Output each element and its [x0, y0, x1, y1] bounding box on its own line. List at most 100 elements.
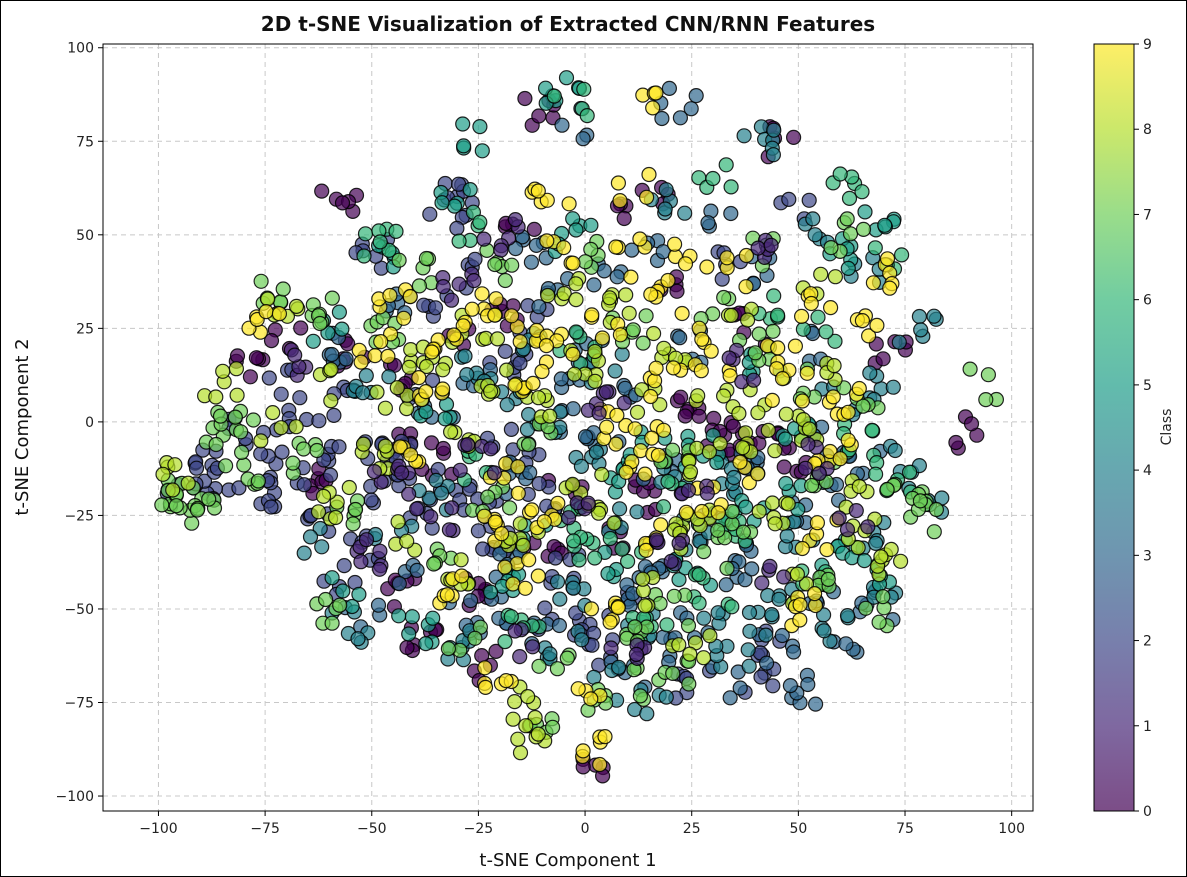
scatter-point — [312, 520, 328, 537]
x-tick-label: 100 — [998, 821, 1025, 837]
scatter-point — [497, 633, 513, 650]
scatter-point — [827, 269, 844, 285]
scatter-point — [785, 644, 802, 660]
scatter-point — [462, 182, 478, 198]
y-tick-label: 0 — [85, 415, 94, 431]
scatter-point — [552, 591, 568, 607]
scatter-point — [574, 632, 590, 648]
scatter-point — [328, 509, 344, 526]
scatter-point — [765, 147, 782, 163]
scatter-point — [402, 289, 418, 305]
scatter-point — [632, 688, 649, 704]
scatter-point — [558, 70, 575, 86]
scatter-point — [926, 524, 942, 540]
scatter-point — [840, 260, 856, 276]
scatter-point — [643, 286, 659, 302]
scatter-point — [715, 388, 732, 404]
scatter-point — [610, 175, 627, 191]
scatter-point — [409, 562, 425, 579]
scatter-point — [842, 226, 859, 242]
scatter-point — [862, 365, 878, 381]
scatter-point — [691, 566, 707, 583]
scatter-point — [518, 718, 534, 734]
scatter-point — [583, 217, 599, 233]
scatter-point — [531, 658, 547, 674]
scatter-point — [596, 263, 612, 279]
scatter-point — [390, 514, 406, 530]
scatter-point — [457, 348, 473, 364]
scatter-point — [577, 429, 594, 445]
scatter-point — [318, 591, 334, 608]
scatter-point — [734, 440, 751, 456]
scatter-point — [745, 372, 762, 388]
scatter-point — [293, 320, 309, 336]
scatter-point — [539, 233, 555, 249]
scatter-point — [512, 334, 528, 350]
scatter-point — [839, 522, 856, 538]
scatter-point — [887, 442, 903, 459]
scatter-point — [437, 411, 453, 427]
scatter-point — [612, 327, 629, 343]
scatter-point — [372, 561, 388, 577]
scatter-point — [372, 234, 388, 250]
scatter-point — [464, 301, 480, 317]
scatter-point — [926, 308, 942, 324]
scatter-point — [443, 424, 459, 440]
scatter-point — [665, 360, 682, 376]
scatter-point — [723, 179, 739, 195]
scatter-point — [672, 110, 689, 126]
scatter-point — [227, 409, 243, 425]
scatter-point — [659, 617, 675, 633]
x-tick-label: −25 — [464, 821, 494, 837]
scatter-point — [236, 457, 252, 473]
scatter-point — [530, 183, 546, 199]
scatter-point — [693, 363, 709, 379]
scatter-point — [441, 522, 457, 538]
scatter-point — [875, 351, 891, 367]
scatter-point — [677, 256, 694, 272]
scatter-point — [623, 269, 639, 285]
scatter-point — [155, 466, 171, 482]
scatter-point — [331, 304, 347, 320]
scatter-point — [838, 636, 854, 652]
scatter-point — [807, 696, 824, 712]
scatter-point — [827, 333, 843, 349]
scatter-point — [263, 499, 279, 515]
scatter-point — [409, 501, 425, 517]
scatter-point — [601, 290, 618, 306]
scatter-point — [606, 515, 622, 531]
scatter-point — [418, 635, 434, 652]
scatter-point — [770, 340, 786, 356]
scatter-point — [154, 497, 170, 513]
scatter-point — [726, 469, 742, 486]
scatter-point — [879, 251, 896, 267]
scatter-point — [488, 291, 504, 307]
scatter-point — [625, 322, 641, 338]
scatter-point — [324, 290, 340, 306]
scatter-point — [351, 586, 367, 603]
scatter-point — [369, 384, 385, 400]
scatter-point — [677, 408, 693, 424]
scatter-point — [614, 346, 630, 362]
scatter-point — [451, 276, 467, 292]
scatter-point — [510, 485, 526, 501]
x-axis-label: t-SNE Component 1 — [479, 850, 656, 871]
scatter-point — [865, 275, 882, 291]
scatter-point — [586, 277, 602, 293]
scatter-point — [646, 373, 663, 389]
scatter-point — [598, 384, 615, 400]
scatter-point — [681, 676, 697, 692]
scatter-point — [538, 338, 555, 354]
scatter-point — [324, 570, 340, 586]
scatter-point — [744, 561, 760, 577]
scatter-point — [323, 361, 339, 378]
scatter-point — [499, 397, 515, 413]
scatter-point — [638, 542, 654, 559]
scatter-point — [731, 405, 747, 422]
scatter-point — [724, 599, 740, 615]
scatter-point — [629, 504, 645, 520]
scatter-point — [504, 308, 520, 324]
y-tick-label: 75 — [76, 134, 94, 150]
scatter-point — [822, 300, 839, 316]
scatter-point — [800, 676, 816, 693]
